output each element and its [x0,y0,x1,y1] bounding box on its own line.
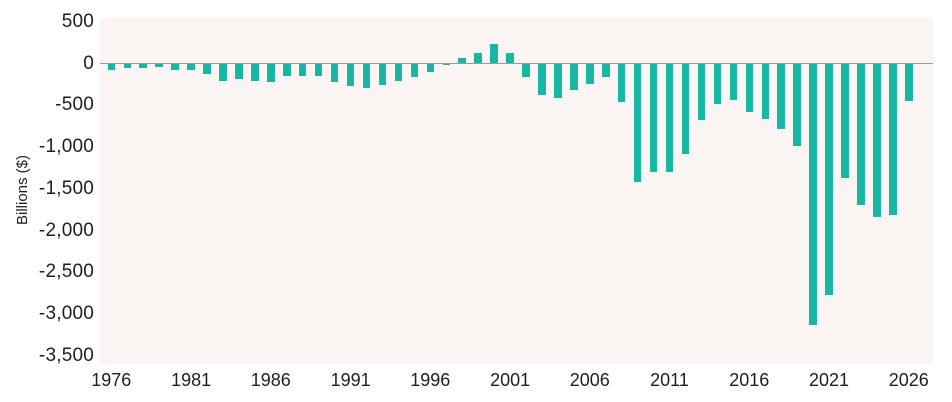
y-tick-0: 0 [83,52,94,74]
bar-1989 [314,63,323,77]
bar-2007 [602,63,610,77]
zero-line [100,62,933,65]
y-tick--500: -500 [55,94,94,116]
bar-1993 [378,63,387,85]
bar-2013 [697,63,706,121]
bar-2002 [522,63,530,77]
x-tick-2001: 2001 [490,370,531,390]
bar-2000 [490,43,498,64]
x-tick-2011: 2011 [650,370,689,390]
bar-2009 [633,63,642,182]
bar-1988 [298,63,307,77]
bar-1991 [346,63,355,86]
y-tick--1,500: -1,500 [38,177,94,199]
bar-2015 [729,63,738,101]
plot-area [100,18,933,364]
bar-2026 [905,63,913,102]
x-tick-2021: 2021 [808,370,850,390]
bar-2001 [506,52,514,64]
bar-2025 [889,63,897,215]
bar-1996 [426,63,435,73]
bar-2014 [713,63,722,104]
bar-2004 [554,63,562,98]
y-tick--3,500: -3,500 [38,344,94,366]
x-tick-1976: 1976 [91,370,132,390]
bar-1994 [394,63,403,81]
bar-1986 [267,63,275,82]
bar-1978 [139,63,147,69]
bar-1979 [155,63,163,67]
bar-2008 [617,63,626,102]
bar-2019 [793,63,801,146]
bar-1984 [235,63,243,79]
bar-1997 [442,63,450,66]
y-tick--2,000: -2,000 [38,219,94,241]
bar-1982 [203,63,211,75]
bar-2017 [761,63,769,119]
x-tick-1996: 1996 [410,370,451,390]
y-tick--3,000: -3,000 [38,303,94,324]
x-tick-1991: 1991 [330,370,371,390]
bar-2024 [873,63,881,217]
bar-1977 [123,63,131,68]
bar-1980 [171,63,179,70]
y-tick--2,500: -2,500 [38,261,94,283]
bar-2022 [841,63,849,179]
bar-2005 [570,63,578,91]
bar-1998 [458,57,466,64]
x-tick-1986: 1986 [250,370,291,390]
bar-2010 [649,63,658,172]
bar-2012 [681,63,690,155]
bar-2020 [809,63,817,325]
bar-1981 [187,63,195,71]
bar-1995 [410,63,419,78]
bar-2003 [538,63,546,96]
y-tick-500: 500 [61,10,94,32]
bar-2011 [665,63,674,173]
y-tick--1,000: -1,000 [38,136,94,157]
bar-1985 [251,63,259,82]
x-tick-1981: 1981 [171,370,212,390]
bar-1987 [283,63,291,76]
bar-2023 [857,63,865,205]
bar-2018 [777,63,785,129]
bar-1976 [107,63,115,70]
x-tick-2006: 2006 [569,370,610,390]
bar-1990 [330,63,339,82]
x-tick-2026: 2026 [888,370,929,390]
bar-1992 [362,63,371,88]
x-tick-2016: 2016 [729,370,770,390]
bar-1999 [474,53,482,64]
bar-2016 [745,63,753,113]
bar-1983 [219,63,227,81]
bar-2021 [825,63,833,296]
bar-2006 [586,63,594,85]
